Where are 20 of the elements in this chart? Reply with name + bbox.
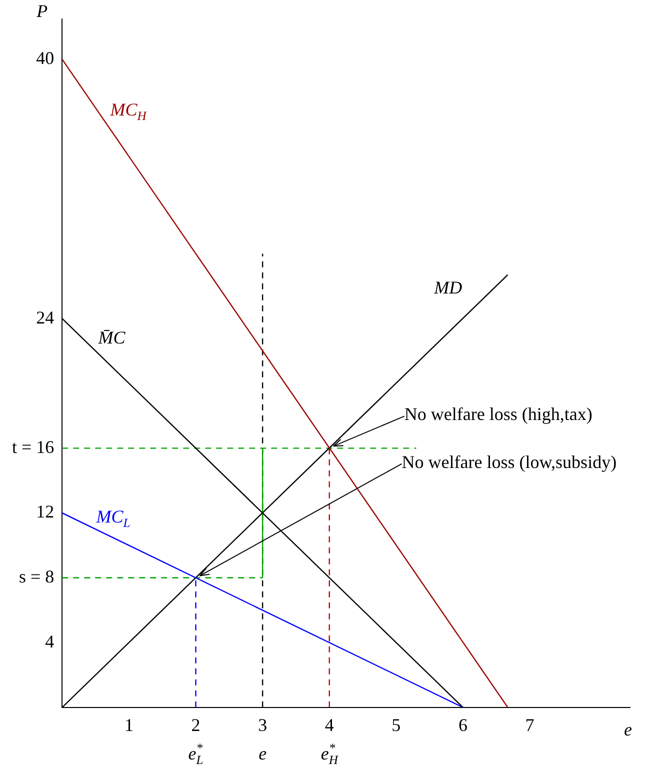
x-tick-label: 1 (124, 714, 134, 735)
series-label: M̄C (97, 328, 126, 348)
y-tick-label: 24 (36, 307, 54, 328)
annotation: e (258, 743, 267, 764)
x-tick-label: 7 (525, 714, 534, 735)
x-tick-label: 6 (458, 714, 468, 735)
y-tick-label: 40 (36, 48, 54, 68)
x-tick-label: 4 (324, 714, 334, 735)
y-tick-label: 4 (45, 631, 54, 652)
y-tick-label: t = 16 (12, 436, 54, 457)
x-tick-label: 5 (392, 714, 401, 735)
x-axis-title: e (624, 719, 632, 740)
y-axis-title: P (36, 0, 48, 21)
y-tick-label: 12 (36, 502, 54, 522)
series-label: MD (433, 277, 462, 298)
x-tick-label: 2 (191, 714, 200, 735)
annotation: No welfare loss (low,subsidy) (402, 452, 617, 472)
annotation: No welfare loss (high,tax) (404, 404, 592, 424)
x-tick-label: 3 (258, 714, 268, 735)
y-tick-label: s = 8 (18, 566, 54, 587)
